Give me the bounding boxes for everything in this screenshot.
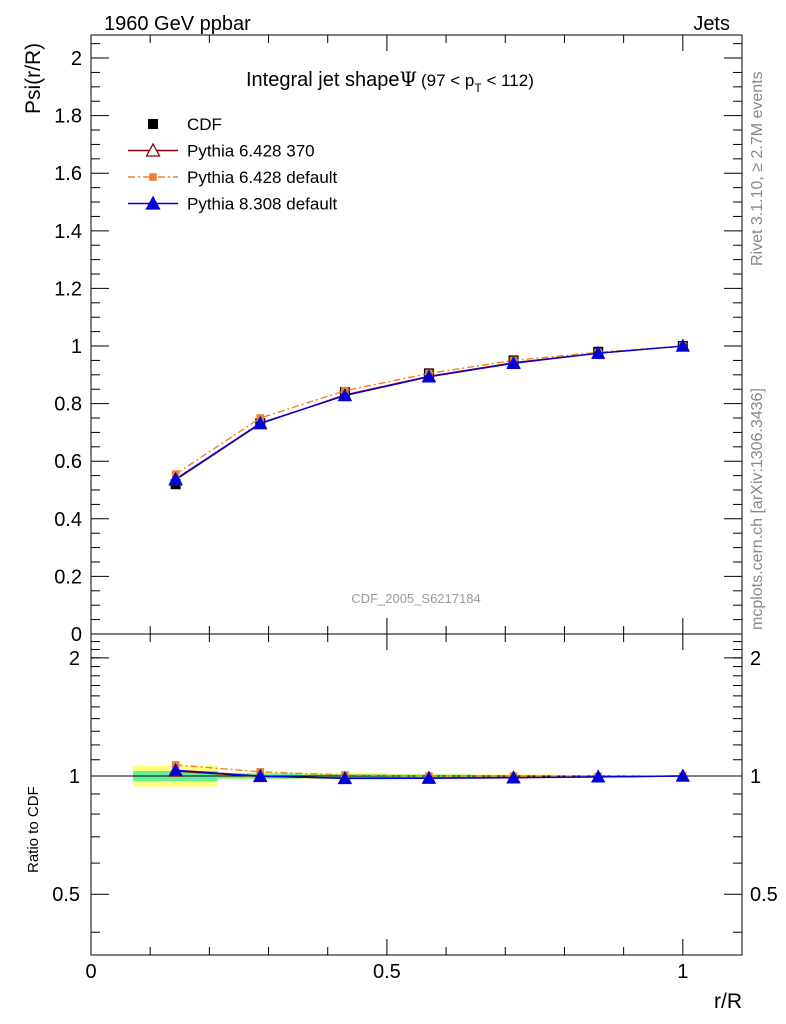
series-point-2 (591, 345, 606, 359)
legend-series-marker-2 (145, 195, 161, 210)
ratio-y-tick-label: 2 (750, 648, 761, 670)
chart-title-range-pre: (97 < p (421, 71, 474, 90)
analysis-label: CDF_2005_S6217184 (351, 591, 480, 606)
legend-series-marker-0 (145, 142, 161, 157)
ratio-series-point-2 (591, 769, 606, 783)
rivet-version-label: Rivet 3.1.10, ≥ 2.7M events (749, 71, 766, 266)
y-tick-label: 0.8 (54, 394, 82, 416)
x-tick-label: 1 (677, 961, 688, 983)
ratio-series-point-2 (421, 770, 437, 784)
y-tick-label: 1.4 (54, 221, 82, 243)
legend-series-label-2: Pythia 8.308 default (187, 195, 338, 214)
chart-title-range-sub: T (474, 81, 482, 95)
series-point-2 (675, 338, 690, 352)
ratio-y-tick-label: 1 (69, 766, 80, 788)
series-layer (168, 338, 690, 785)
ratio-series-point-2 (253, 768, 268, 782)
y-tick-label: 1.6 (54, 163, 82, 185)
series-point-2 (253, 415, 268, 429)
chart-title-main: Integral jet shape (246, 69, 399, 91)
series-point-2 (506, 355, 521, 369)
ratio-series-point-2 (675, 768, 690, 782)
ratio-y-tick-label: 2 (69, 648, 80, 670)
y-tick-label: 1 (71, 336, 82, 358)
mcplots-label: mcplots.cern.ch [arXiv:1306.3436] (749, 388, 766, 630)
y-tick-label: 0.6 (54, 451, 82, 473)
ratio-y-tick-label: 1 (750, 766, 761, 788)
axes-layer: 0 0.5 1 0 0.2 0.4 0.6 0.8 1 1.2 1.4 1.6 1.8 2 0.5 0.5 1 1… (52, 34, 778, 983)
legend: CDF Pythia 6.428 370 Pythia 6.428 default P… (128, 115, 338, 214)
series-point-2 (168, 471, 183, 485)
chart-title: Integral jet shapeΨ (97 < pT < 112) (246, 67, 534, 95)
header-process-label: Jets (693, 13, 730, 35)
ratio-panel-frame (90, 633, 743, 956)
y-axis-label: Psi(r/R) (22, 43, 45, 114)
legend-series-label-1: Pythia 6.428 default (187, 168, 338, 187)
y-tick-label: 0.4 (54, 509, 82, 531)
legend-series-marker-1 (149, 173, 157, 181)
y-tick-label: 0.2 (54, 566, 82, 588)
y-tick-label: 2 (71, 48, 82, 70)
ratio-y-axis-label: Ratio to CDF (25, 786, 42, 873)
header-energy-label: 1960 GeV ppbar (104, 13, 251, 35)
ratio-series-point-2 (506, 770, 521, 784)
ratio-series-point-2 (337, 771, 352, 785)
y-tick-label: 1.2 (54, 278, 82, 300)
chart-title-range-post: < 112) (482, 71, 534, 90)
legend-cdf-label: CDF (187, 115, 222, 134)
legend-cdf-marker (148, 119, 158, 129)
series-point-2 (421, 369, 437, 383)
ratio-series-point-2 (168, 762, 183, 776)
chart-title-symbol: Ψ (399, 67, 417, 91)
x-tick-label: 0 (85, 961, 96, 983)
series-point-2 (337, 388, 352, 402)
y-tick-label: 1.8 (54, 106, 82, 128)
ratio-y-tick-label: 0.5 (750, 884, 778, 906)
series-line-2 (175, 345, 683, 480)
y-tick-label: 0 (71, 624, 82, 646)
ratio-y-tick-label: 0.5 (52, 884, 80, 906)
x-tick-label: 0.5 (373, 961, 401, 983)
x-axis-label: r/R (714, 990, 742, 1013)
series-line-1 (175, 345, 683, 475)
legend-series-label-0: Pythia 6.428 370 (187, 142, 315, 161)
series-line-0 (175, 345, 683, 481)
